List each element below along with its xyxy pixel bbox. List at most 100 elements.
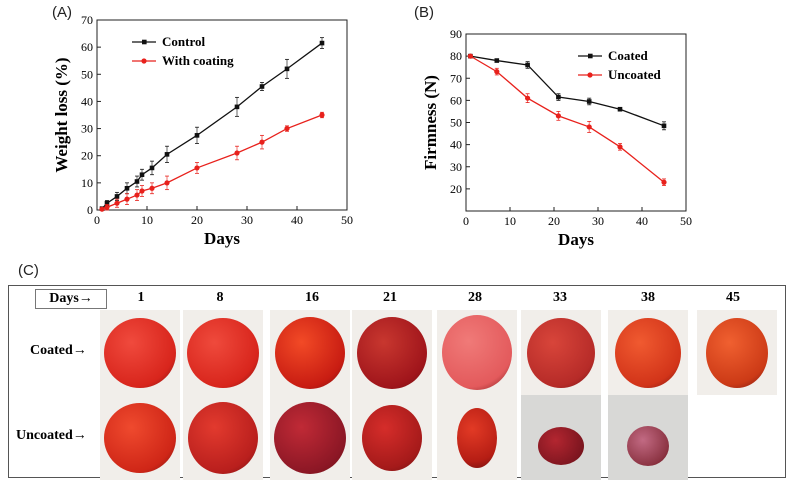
- data-point: [234, 104, 240, 110]
- photo-uncoated-7: [608, 395, 688, 480]
- x-tick-label: 10: [504, 214, 516, 228]
- days-header: Days→: [35, 289, 107, 309]
- tomato-image: [357, 316, 427, 389]
- data-point: [114, 200, 120, 206]
- data-point: [194, 165, 200, 171]
- chart-a-weight-loss: 0 10 20 30 40 50 0 10 20 30 40 50 60 70 Days Weight los…: [52, 13, 353, 248]
- x-axis-label: Days: [558, 230, 594, 249]
- tomato-image: [527, 317, 595, 388]
- data-point: [525, 62, 530, 68]
- tomato-image: [104, 402, 176, 473]
- data-point: [319, 112, 325, 118]
- tomato-image: [442, 315, 512, 390]
- legend-marker: [587, 72, 593, 78]
- data-point: [259, 139, 265, 145]
- tomato-image: [615, 317, 681, 388]
- tomato-image: [538, 426, 584, 465]
- y-tick-label: 20: [81, 149, 93, 163]
- photo-coated-2: [183, 310, 263, 395]
- x-tick-label: 40: [291, 213, 303, 227]
- panel-label-b: (B): [414, 4, 434, 21]
- photo-coated-7: [608, 310, 688, 395]
- legend-entry: Coated: [608, 48, 648, 63]
- data-point: [104, 200, 110, 206]
- y-tick-label: 30: [450, 160, 462, 174]
- tomato-image: [274, 401, 346, 474]
- x-tick-label: 20: [548, 214, 560, 228]
- data-point: [134, 192, 140, 198]
- legend: Coated Uncoated: [578, 48, 661, 82]
- y-tick-label: 40: [81, 94, 93, 108]
- data-point: [164, 180, 170, 186]
- data-point: [284, 66, 290, 72]
- y-axis-label: Firmness (N): [421, 75, 440, 170]
- data-point: [525, 95, 531, 101]
- data-point: [617, 144, 623, 150]
- y-tick-label: 70: [81, 13, 93, 27]
- day-label-16: 16: [305, 290, 319, 305]
- photo-uncoated-2: [183, 395, 263, 480]
- data-point: [149, 165, 155, 171]
- photo-coated-1: [100, 310, 180, 395]
- data-point: [99, 206, 105, 212]
- data-point: [661, 123, 667, 129]
- y-tick-label: 30: [81, 122, 93, 136]
- tomato-image: [188, 401, 258, 474]
- row-label-uncoated: Uncoated→: [16, 428, 87, 443]
- photo-coated-8: [697, 310, 777, 395]
- legend-entry: With coating: [162, 53, 234, 68]
- y-tick-label: 60: [450, 93, 462, 107]
- tomato-image: [706, 317, 768, 388]
- data-point: [124, 185, 130, 191]
- panel-label-c: (C): [18, 262, 39, 279]
- day-label-1: 1: [137, 290, 145, 305]
- y-tick-label: 90: [450, 27, 462, 41]
- day-label-38: 38: [641, 290, 655, 305]
- y-tick-label: 20: [450, 182, 462, 196]
- photo-uncoated-6: [521, 395, 601, 480]
- x-axis-label: Days: [204, 229, 240, 248]
- day-label-8: 8: [216, 290, 224, 305]
- tomato-image: [275, 316, 345, 389]
- data-point: [139, 172, 145, 178]
- photo-uncoated-5: [437, 395, 517, 480]
- tomato-image: [457, 407, 497, 468]
- legend-entry: Control: [162, 34, 205, 49]
- day-label-45: 45: [726, 290, 740, 305]
- photo-coated-6: [521, 310, 601, 395]
- data-point: [494, 69, 500, 75]
- data-point: [149, 185, 155, 191]
- data-point: [586, 99, 592, 104]
- series-with-coating: [99, 111, 325, 212]
- data-point: [555, 113, 561, 119]
- legend-entry: Uncoated: [608, 67, 661, 82]
- data-point: [556, 94, 561, 100]
- photo-uncoated-1: [100, 395, 180, 480]
- photo-coated-5: [437, 310, 517, 395]
- data-point: [319, 40, 325, 46]
- data-point: [586, 124, 592, 130]
- legend: Control With coating: [132, 34, 234, 68]
- x-tick-label: 0: [463, 214, 469, 228]
- data-point: [259, 84, 265, 89]
- photo-uncoated-3: [270, 395, 350, 480]
- day-label-21: 21: [383, 290, 397, 305]
- y-tick-label: 60: [81, 40, 93, 54]
- data-point: [617, 106, 623, 112]
- tomato-image: [627, 425, 669, 466]
- photo-coated-4: [352, 310, 432, 395]
- y-tick-label: 10: [81, 176, 93, 190]
- data-point: [139, 188, 145, 194]
- data-point: [284, 125, 290, 132]
- legend-marker: [142, 39, 147, 45]
- data-point: [134, 179, 140, 184]
- y-tick-label: 80: [450, 49, 462, 63]
- series-uncoated: [467, 53, 667, 186]
- data-point: [494, 58, 500, 63]
- data-point: [164, 152, 170, 157]
- x-tick-label: 30: [241, 213, 253, 227]
- data-point: [194, 133, 200, 138]
- tomato-image: [104, 317, 176, 388]
- data-point: [114, 194, 120, 199]
- day-label-28: 28: [468, 290, 482, 305]
